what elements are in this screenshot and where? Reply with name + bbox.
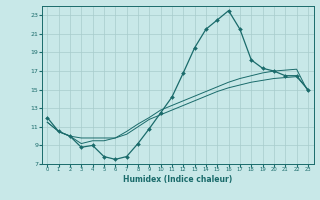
X-axis label: Humidex (Indice chaleur): Humidex (Indice chaleur)	[123, 175, 232, 184]
